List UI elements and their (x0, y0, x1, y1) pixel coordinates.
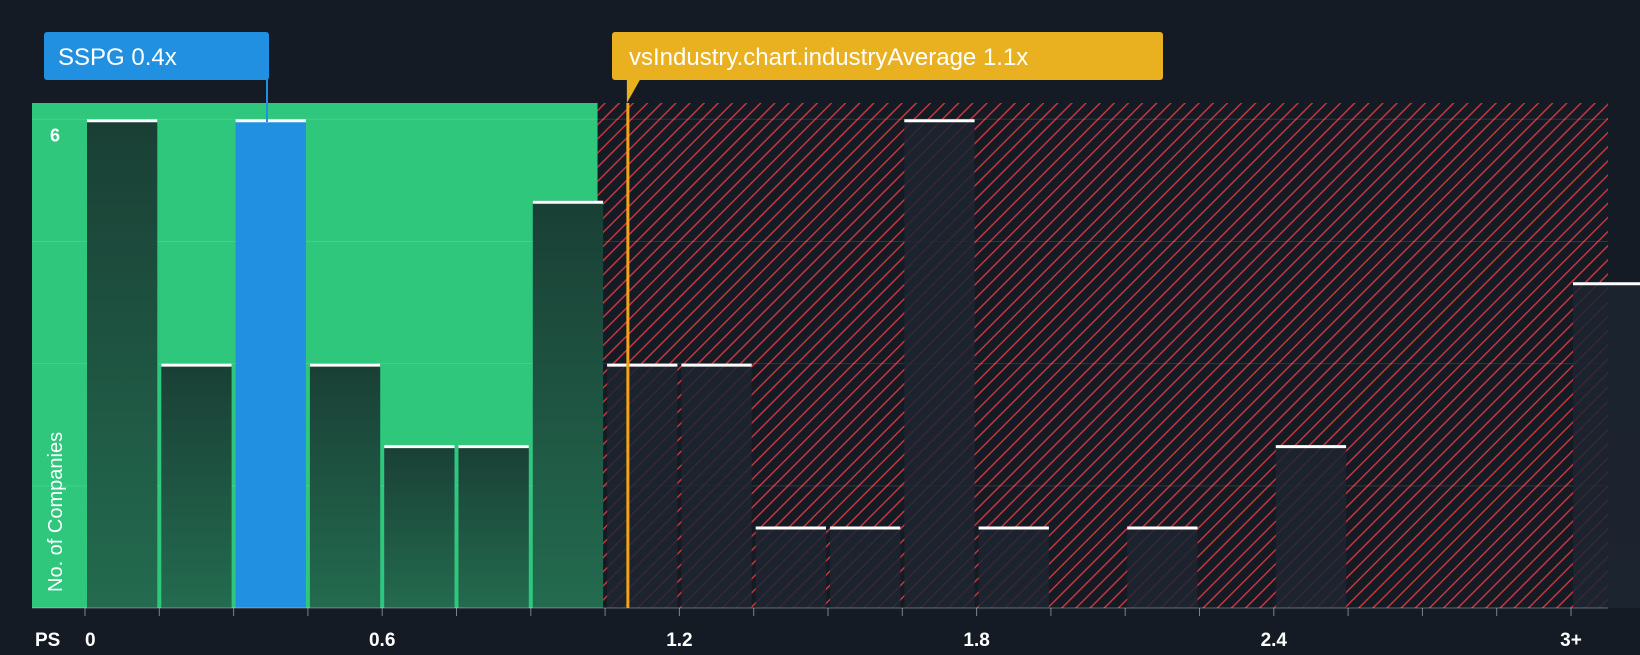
x-tick-label-1: 0.6 (369, 630, 395, 650)
industry-average-label: vsIndustry.chart.industryAverage 1.1x (629, 44, 1028, 71)
bar-0 (87, 119, 158, 609)
bar-16 (1275, 445, 1347, 608)
zones-layer (32, 103, 1608, 608)
y-tick-label-0: 6 (50, 125, 60, 145)
x-tick-label-0: 0 (85, 630, 96, 650)
annotation-layer: vsIndustry.chart.industryAverage 1.1x SSP… (44, 32, 1163, 608)
bar-9 (755, 526, 826, 608)
bar-1 (161, 363, 232, 608)
industry-average-callout-pointer (626, 80, 640, 103)
axis-layer: 0 0.6 1.2 1.8 2.4 3+ PS 6 No. of Companies (32, 125, 1608, 651)
bar-10 (830, 526, 901, 608)
bar-14 (1127, 526, 1198, 608)
x-tick-label-3: 1.8 (963, 630, 989, 650)
bar-11 (904, 119, 975, 609)
x-axis-label: PS (35, 630, 60, 650)
y-axis-label: No. of Companies (45, 432, 67, 592)
company-callout-box (44, 32, 269, 80)
bar-2 (235, 119, 306, 609)
bar-4 (384, 445, 455, 608)
bars-layer (87, 119, 1640, 609)
overvalued-zone (597, 103, 1608, 608)
bar-20 (1573, 282, 1640, 608)
industry-average-callout-box (612, 32, 1163, 80)
x-tick-label-2: 1.2 (666, 630, 692, 650)
x-tick-label-5: 3+ (1560, 630, 1582, 650)
company-label: SSPG 0.4x (58, 44, 177, 71)
bar-12 (978, 526, 1049, 608)
x-tick-label-4: 2.4 (1261, 630, 1288, 650)
bar-6 (532, 200, 604, 608)
bar-8 (681, 363, 752, 608)
bar-5 (458, 445, 529, 608)
bar-3 (309, 363, 381, 608)
bar-7 (607, 363, 678, 608)
